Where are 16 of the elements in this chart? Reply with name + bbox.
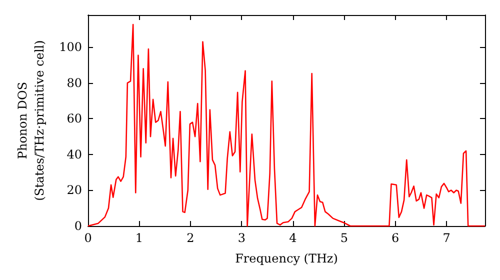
x-tick-label: 7 bbox=[442, 231, 450, 245]
y-tick-label: 0 bbox=[74, 219, 82, 233]
y-tick-label: 80 bbox=[66, 76, 82, 90]
x-tick-label: 0 bbox=[84, 231, 92, 245]
y-tick-label: 100 bbox=[59, 40, 82, 54]
y-tick-label: 40 bbox=[66, 147, 82, 162]
y-tick-label: 60 bbox=[66, 112, 82, 126]
x-axis-title: Frequency (THz) bbox=[235, 252, 338, 266]
x-tick-label: 5 bbox=[340, 231, 348, 245]
y-tick-label: 20 bbox=[66, 183, 82, 198]
x-tick-label: 2 bbox=[186, 231, 194, 245]
x-tick-label: 4 bbox=[289, 231, 298, 245]
x-tick-label: 3 bbox=[238, 231, 246, 245]
y-axis-title: Phonon DOS (States/THz·primitive cell) bbox=[16, 40, 47, 201]
x-tick-label: 1 bbox=[135, 231, 144, 245]
x-tick-label: 6 bbox=[392, 231, 400, 245]
